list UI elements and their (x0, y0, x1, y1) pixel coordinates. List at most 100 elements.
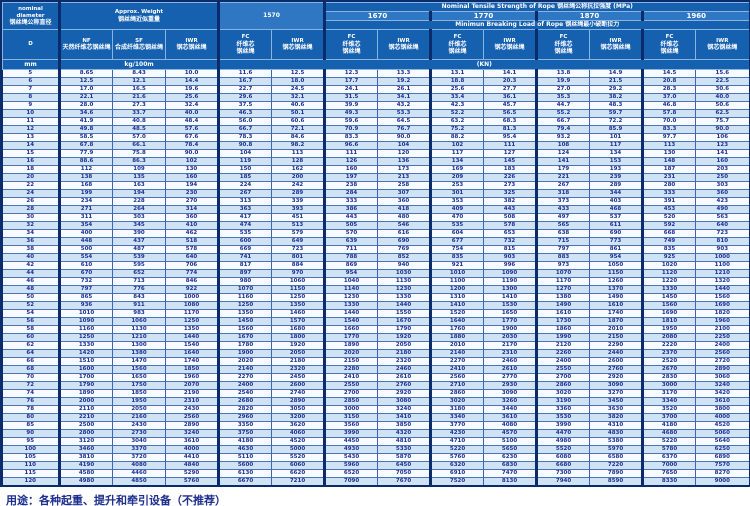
value-cell: 1300 (483, 285, 539, 294)
value-cell: 56.5 (483, 109, 539, 118)
table-row: 28 271 264 314 363 393 386 418 409 443 433 468 453 49… (2, 205, 749, 214)
value-cell: 17.0 (59, 85, 113, 94)
value-cell: 1850 (112, 389, 166, 398)
value-cell: 117 (589, 141, 645, 150)
value-cell: 1540 (165, 341, 221, 350)
value-cell: 520 (642, 213, 697, 222)
value-cell: 209 (430, 173, 485, 182)
value-cell: 5960 (324, 461, 379, 470)
value-cell: 56.0 (218, 117, 273, 126)
value-cell: 88.2 (430, 133, 485, 142)
value-cell: 2500 (59, 421, 113, 430)
sf-en: SF (135, 37, 143, 44)
value-cell: 1070 (536, 269, 591, 278)
value-cell: 732 (59, 277, 113, 286)
value-cell: 9000 (695, 477, 749, 485)
value-cell: 3000 (642, 381, 697, 390)
value-cell: 104 (218, 149, 273, 158)
value-cell: 2270 (218, 373, 273, 382)
value-cell: 1640 (165, 349, 221, 358)
value-cell: 2740 (271, 389, 327, 398)
value-cell: 1960 (695, 317, 749, 326)
value-cell: 2710 (430, 381, 485, 390)
diameter-cell: 30 (2, 213, 61, 222)
table-row: 14 67.8 66.1 78.4 90.8 98.2 96.6 104 102 111 108 11… (2, 141, 749, 150)
header-approx-weight: Approx. Weight 钢丝绳近似重量 (58, 2, 221, 30)
value-cell: 48.4 (165, 117, 221, 126)
value-cell: 973 (536, 261, 591, 270)
value-cell: 1230 (324, 293, 379, 302)
value-cell: 311 (59, 213, 113, 222)
value-cell: 2310 (483, 349, 539, 358)
value-cell: 1130 (377, 277, 433, 286)
diameter-cell: 120 (2, 477, 61, 485)
value-cell: 96.6 (324, 141, 379, 150)
value-cell: 113 (271, 149, 327, 158)
value-cell: 2700 (324, 389, 379, 398)
value-cell: 46.3 (218, 109, 273, 118)
table-row: 40 554 539 640 741 801 788 852 835 903 883 954 925 10… (2, 253, 749, 262)
value-cell: 2020 (218, 357, 273, 366)
value-cell: 2540 (218, 389, 273, 398)
value-cell: 776 (112, 285, 166, 294)
value-cell: 1860 (536, 325, 591, 334)
strength-band-1870: 1870 (536, 11, 645, 21)
table-row: 11 41.9 40.8 48.4 56.0 60.6 59.6 64.5 63.2 68.3 66… (2, 117, 749, 126)
value-cell: 38.2 (589, 93, 645, 102)
value-cell: 1050 (589, 261, 645, 270)
value-cell: 3040 (112, 437, 166, 446)
strength-band-1770: 1770 (430, 11, 539, 21)
wire-rope-spec-table: nominal diameter 钢丝绳公称直径 Approx. Weight … (0, 0, 750, 487)
value-cell: 1450 (218, 317, 273, 326)
value-cell: 3610 (695, 397, 749, 406)
value-cell: 5650 (483, 445, 539, 454)
value-cell: 1790 (377, 325, 433, 334)
value-cell: 360 (695, 189, 749, 198)
value-cell: 6910 (430, 469, 485, 478)
value-cell: 810 (695, 237, 749, 246)
value-cell: 1210 (695, 269, 749, 278)
value-cell: 231 (642, 173, 697, 182)
value-cell: 4980 (536, 437, 591, 446)
value-cell: 4830 (589, 429, 645, 438)
value-cell: 600 (218, 237, 273, 246)
value-cell: 1520 (430, 309, 485, 318)
value-cell: 1470 (112, 357, 166, 366)
value-cell: 1880 (430, 333, 485, 342)
iwrl-zh: 钢芯钢丝绳 (282, 44, 313, 52)
value-cell: 2150 (324, 357, 379, 366)
value-cell: 1320 (695, 277, 749, 286)
value-cell: 3190 (536, 397, 591, 406)
value-cell: 5330 (377, 445, 433, 454)
value-cell: 160 (695, 157, 749, 166)
value-cell: 5760 (165, 477, 221, 485)
value-cell: 1770 (324, 333, 379, 342)
value-cell: 616 (377, 229, 433, 238)
value-cell: 903 (483, 253, 539, 262)
value-cell: 4840 (165, 461, 221, 470)
value-cell: 8270 (695, 469, 749, 478)
value-cell: 940 (377, 261, 433, 270)
value-cell: 925 (642, 253, 697, 262)
value-cell: 4580 (59, 469, 113, 478)
value-cell: 470 (430, 213, 485, 222)
value-cell: 1410 (483, 293, 539, 302)
value-cell: 2460 (377, 365, 433, 374)
value-cell: 43.2 (377, 101, 433, 110)
value-cell: 1490 (536, 301, 591, 310)
value-cell: 117 (430, 149, 485, 158)
value-cell: 5760 (430, 453, 485, 462)
value-cell: 199 (59, 189, 113, 198)
value-cell: 3370 (112, 445, 166, 454)
value-cell: 2070 (165, 381, 221, 390)
value-cell: 119 (218, 157, 273, 166)
value-cell: 1170 (536, 277, 591, 286)
value-cell: 101 (589, 133, 645, 142)
value-cell: 1560 (218, 325, 273, 334)
value-cell: 67.6 (165, 133, 221, 142)
strength-1570-label: 1570 (263, 12, 280, 19)
nf-en: NF (82, 37, 91, 44)
unit-kn: (KN) (218, 59, 749, 70)
value-cell: 2400 (695, 341, 749, 350)
diameter-cell: 28 (2, 205, 61, 214)
